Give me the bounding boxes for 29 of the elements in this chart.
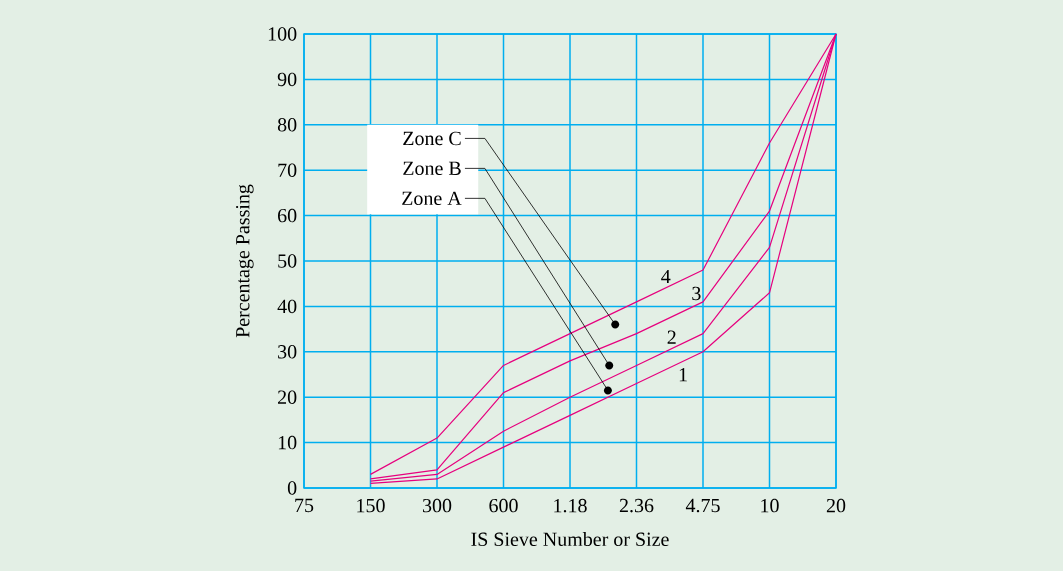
x-tick-label: 1.18 bbox=[554, 498, 587, 513]
y-tick-label: 40 bbox=[277, 299, 297, 314]
series-label: 3 bbox=[692, 286, 701, 301]
annotation: Zone C bbox=[403, 131, 461, 146]
series-label: 2 bbox=[667, 330, 676, 344]
series-label: 4 bbox=[661, 269, 671, 284]
x-tick-label: 150 bbox=[357, 498, 385, 513]
x-tick-label: 20 bbox=[826, 498, 846, 513]
x-axis-title: IS Sieve Number or Size bbox=[471, 531, 669, 547]
x-tick-label: 2.36 bbox=[619, 498, 654, 513]
annotation: Zone B bbox=[403, 161, 461, 176]
y-axis-title: Percentage Passing bbox=[236, 184, 254, 338]
y-tick-label: 50 bbox=[278, 254, 297, 268]
x-tick-label: 10 bbox=[761, 498, 779, 513]
y-tick-label: 20 bbox=[278, 390, 297, 404]
y-tick-label: 60 bbox=[278, 208, 297, 223]
series-label: 1 bbox=[679, 367, 687, 382]
x-tick-label: 300 bbox=[422, 498, 452, 513]
y-tick-label: 30 bbox=[278, 345, 297, 359]
x-tick-label: 600 bbox=[489, 498, 518, 513]
x-tick-label: 75 bbox=[295, 498, 314, 513]
annotation: Zone A bbox=[402, 191, 462, 206]
y-tick-label: 0 bbox=[287, 481, 297, 495]
y-tick-label: 80 bbox=[277, 118, 297, 132]
x-tick-label: 4.75 bbox=[685, 498, 720, 513]
y-tick-label: 70 bbox=[278, 163, 297, 177]
y-tick-label: 100 bbox=[268, 27, 297, 41]
y-tick-label: 90 bbox=[277, 72, 297, 87]
y-tick-label: 10 bbox=[278, 435, 297, 450]
